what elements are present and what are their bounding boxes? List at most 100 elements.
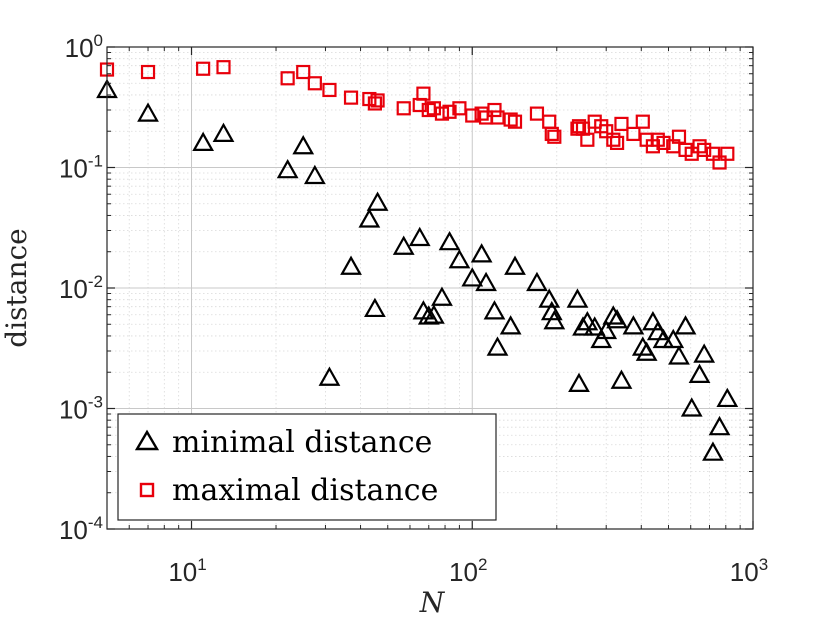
data-point-square xyxy=(490,110,505,125)
data-point-triangle xyxy=(486,336,509,356)
data-point-square xyxy=(370,93,385,108)
data-point-triangle xyxy=(543,309,566,330)
data-point-triangle xyxy=(461,267,484,287)
data-point-square xyxy=(507,114,523,129)
data-point-triangle xyxy=(483,300,506,320)
data-point-square xyxy=(307,76,322,91)
data-point-triangle xyxy=(576,310,599,331)
y-tick-label: 10-4 xyxy=(59,513,103,545)
data-point-triangle xyxy=(431,286,453,306)
data-point-triangle xyxy=(583,316,606,336)
data-point-square xyxy=(196,61,211,76)
data-point-triangle xyxy=(674,315,697,335)
data-point-triangle xyxy=(423,304,445,324)
data-point-square xyxy=(322,82,337,98)
data-point-triangle xyxy=(408,226,431,247)
x-tick-label: 101 xyxy=(168,555,206,587)
legend-marker-maximal xyxy=(139,482,155,498)
data-point-triangle xyxy=(303,164,326,185)
data-point-triangle xyxy=(635,341,658,361)
data-points xyxy=(96,60,739,461)
data-point-triangle xyxy=(499,315,522,335)
x-tick-label: 103 xyxy=(730,555,768,587)
data-point-triangle xyxy=(318,366,341,386)
data-point-square xyxy=(216,60,231,75)
data-point-square xyxy=(599,124,614,139)
data-point-triangle xyxy=(212,122,235,143)
data-point-triangle xyxy=(568,372,590,393)
data-point-square xyxy=(296,64,311,80)
data-point-triangle xyxy=(392,235,415,255)
data-point-square xyxy=(140,64,156,80)
data-point-square xyxy=(280,71,295,86)
y-tick-label: 10-1 xyxy=(59,152,103,184)
x-axis-title: N xyxy=(419,586,446,619)
data-point-triangle xyxy=(526,271,548,292)
data-point-square xyxy=(720,146,735,161)
data-point-triangle xyxy=(668,345,690,365)
data-point-triangle xyxy=(688,363,711,384)
data-point-triangle xyxy=(610,369,633,389)
data-point-triangle xyxy=(622,315,645,335)
data-point-square xyxy=(692,139,707,154)
data-point-triangle xyxy=(470,243,493,263)
data-point-square xyxy=(614,116,629,132)
y-axis-title: distance xyxy=(0,228,33,347)
data-point-triangle xyxy=(572,316,594,336)
axis-ticks xyxy=(107,46,754,530)
data-point-triangle xyxy=(292,135,315,155)
data-point-square xyxy=(442,104,457,119)
data-point-square xyxy=(635,114,650,129)
data-point-triangle xyxy=(340,255,362,275)
data-point-square xyxy=(571,119,587,134)
data-point-square xyxy=(367,96,382,111)
data-point-triangle xyxy=(504,255,526,275)
data-point-square xyxy=(434,106,450,121)
data-point-triangle xyxy=(642,310,664,331)
data-point-triangle xyxy=(358,208,381,228)
data-point-triangle xyxy=(276,158,299,179)
y-tick-label: 10-2 xyxy=(59,272,103,304)
legend-label-minimal: minimal distance xyxy=(172,425,432,460)
data-point-triangle xyxy=(595,319,618,340)
data-point-square xyxy=(656,135,671,151)
legend-label-maximal: maximal distance xyxy=(172,473,438,508)
data-point-triangle xyxy=(192,131,215,152)
data-point-triangle xyxy=(680,397,703,417)
legend-box xyxy=(117,413,497,521)
data-point-square xyxy=(416,86,431,101)
y-tick-label: 10-3 xyxy=(59,393,103,425)
data-point-triangle xyxy=(137,102,159,122)
data-point-triangle xyxy=(602,305,625,325)
data-point-triangle xyxy=(662,328,685,349)
data-point-square xyxy=(343,90,359,105)
legend-marker-minimal xyxy=(134,429,160,451)
x-tick-label: 102 xyxy=(449,555,487,587)
data-point-triangle xyxy=(448,248,471,269)
data-point-triangle xyxy=(606,309,628,329)
data-point-square xyxy=(452,101,467,116)
y-tick-labels: 10-4 10-3 10-2 10-1 100 xyxy=(59,31,103,545)
data-point-triangle xyxy=(702,441,724,461)
data-point-square xyxy=(465,108,480,123)
data-point-triangle xyxy=(716,387,739,408)
data-point-triangle xyxy=(708,415,731,436)
data-point-triangle xyxy=(438,230,461,251)
series-maximal-distance xyxy=(99,60,735,170)
data-point-square xyxy=(544,126,559,142)
data-point-square xyxy=(712,155,727,170)
data-point-square xyxy=(626,126,641,142)
data-point-triangle xyxy=(540,300,563,321)
data-point-triangle xyxy=(366,191,389,211)
series-minimal-distance xyxy=(96,78,739,461)
data-point-triangle xyxy=(566,288,589,308)
x-tick-labels: 101 102 103 xyxy=(168,555,768,587)
data-point-square xyxy=(606,132,621,147)
data-point-square xyxy=(671,129,687,144)
data-point-triangle xyxy=(693,343,716,363)
data-point-square xyxy=(487,102,502,118)
data-point-square xyxy=(503,112,518,127)
data-point-square xyxy=(547,129,562,144)
data-point-square xyxy=(580,132,595,147)
